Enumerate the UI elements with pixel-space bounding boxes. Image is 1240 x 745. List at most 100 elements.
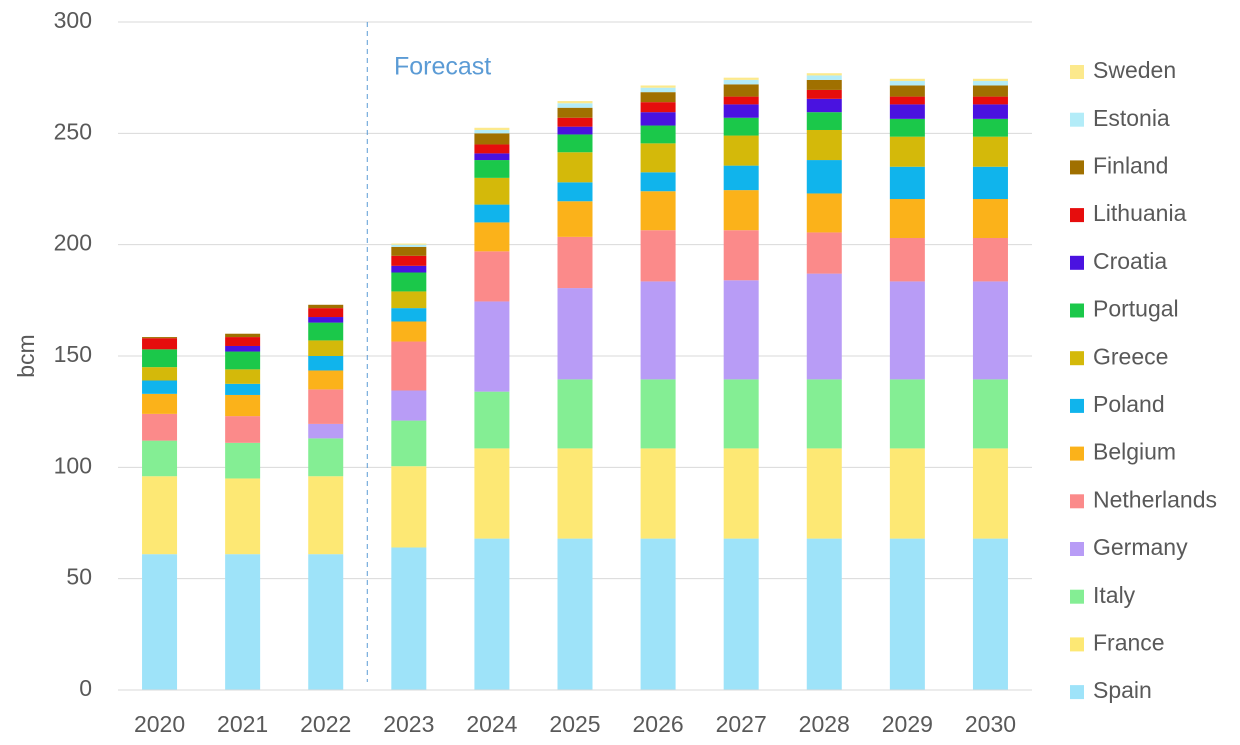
bar-segment [806,129,842,161]
bar-segment [640,230,676,282]
legend-swatch [1070,685,1084,700]
legend-label: Finland [1093,152,1168,178]
bar-segment [806,73,842,76]
legend-label: Germany [1093,534,1188,560]
bar-segment [557,201,593,237]
legend-swatch [1070,494,1084,509]
bar-segment [972,96,1008,105]
bar-segment [723,538,759,690]
bar-segment [723,280,759,380]
bar-segment [474,204,510,223]
bar-segment [391,255,427,266]
bar-segment [806,448,842,539]
bar-segment [391,420,427,467]
bar-segment [557,236,593,289]
bar-segment [225,383,261,395]
x-tick-label: 2020 [134,711,185,737]
bar-segment [557,152,593,183]
y-tick-label: 300 [54,7,92,33]
bar-segment [474,448,510,539]
bar-segment [972,78,1008,82]
bar-segment [474,177,510,205]
bar-segment [391,466,427,548]
bar-segment [557,134,593,153]
bar-segment [391,265,427,273]
bar-segment [640,92,676,103]
bar-segment [806,89,842,99]
bar-segment [806,79,842,90]
legend-label: Belgium [1093,439,1176,465]
legend-label: Lithuania [1093,200,1187,226]
bar-segment [308,554,344,690]
bar-segment [889,96,925,105]
bar-segment [391,308,427,322]
bar-segment [889,118,925,137]
bar-segment [391,321,427,342]
bar-segment [225,442,261,479]
bar-segment [225,394,261,417]
bar-segment [972,85,1008,97]
bar-segment [640,112,676,126]
bar-segment [142,440,178,477]
bar-segment [723,135,759,166]
bar-segment [806,112,842,130]
legend-swatch [1070,589,1084,604]
bar-segment [806,160,842,194]
bar-segment [640,281,676,380]
bar-segment [723,117,759,136]
x-tick-label: 2027 [716,711,767,737]
legend-label: Netherlands [1093,486,1217,512]
bar-segment [972,448,1008,539]
y-tick-label: 200 [54,230,92,256]
y-tick-label: 150 [54,341,92,367]
bar-segment [889,166,925,200]
bar-segment [806,75,842,80]
legend-label: Greece [1093,343,1168,369]
bar-segment [308,322,344,341]
legend-swatch [1070,255,1084,270]
x-tick-label: 2021 [217,711,268,737]
legend-label: Italy [1093,582,1136,608]
bar-segment [142,413,178,441]
bar-segment [640,379,676,449]
bar-segment [391,341,427,391]
bar-segment [557,117,593,127]
x-tick-label: 2026 [633,711,684,737]
bar-segment [972,104,1008,119]
bar-segment [557,538,593,690]
bar-segment [640,143,676,173]
x-tick-label: 2022 [300,711,351,737]
bar-segment [972,81,1008,86]
bar-segment [723,190,759,231]
x-tick-label: 2028 [799,711,850,737]
legend-label: Sweden [1093,57,1176,83]
bar-segment [474,153,510,161]
bar-segment [557,101,593,104]
bar-segment [972,237,1008,282]
bar-segment [723,230,759,281]
bar-segment [806,379,842,449]
bar-segment [557,103,593,108]
bar-segment [640,125,676,144]
bar-segment [225,554,261,690]
legend-label: France [1093,629,1165,655]
bar-segment [474,301,510,392]
bar-segment [806,232,842,274]
bar-segment [391,547,427,690]
bar-segment [889,81,925,86]
legend-swatch [1070,303,1084,318]
bar-segment [889,136,925,167]
bar-segment [972,379,1008,449]
legend-swatch [1070,351,1084,366]
bar-segment [308,317,344,323]
bar-segment [225,337,261,346]
x-tick-label: 2030 [965,711,1016,737]
bar-segment [142,380,178,394]
bar-segment [889,78,925,82]
bar-segment [391,390,427,421]
bar-segment [308,389,344,424]
bar-segment [391,291,427,309]
bar-segment [972,199,1008,238]
bar-segment [225,345,261,352]
bar-segment [972,538,1008,690]
